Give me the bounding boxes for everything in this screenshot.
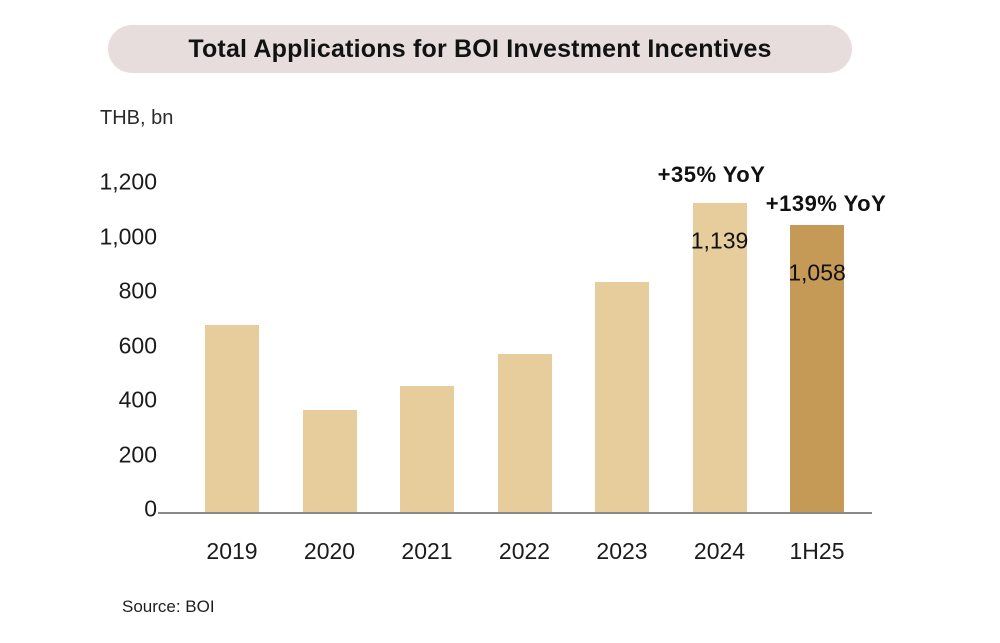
value-label-2024: 1,139 [690, 227, 749, 254]
chart-title: Total Applications for BOI Investment In… [188, 34, 772, 63]
value-label-1H25: 1,058 [788, 259, 846, 286]
x-label-2023: 2023 [596, 538, 648, 564]
x-label-2020: 2020 [303, 538, 356, 564]
y-tick-1,000: 1,000 [99, 223, 157, 250]
annotation-2024: +35% YoY [657, 161, 766, 187]
y-tick-600: 600 [118, 332, 157, 359]
chart-title-banner: Total Applications for BOI Investment In… [108, 25, 852, 73]
bar-2024 [692, 202, 747, 513]
y-tick-400: 400 [118, 386, 157, 413]
x-label-2024: 2024 [693, 538, 746, 564]
annotation-1H25: +139% YoY [765, 191, 887, 216]
source-note: Source: BOI [122, 597, 215, 616]
x-axis-line [158, 512, 872, 514]
x-label-1H25: 1H25 [789, 538, 845, 564]
y-tick-0: 0 [144, 495, 157, 522]
x-label-2022: 2022 [498, 538, 551, 564]
bar-2023 [595, 282, 649, 513]
bar-1H25 [790, 225, 844, 513]
bar-2022 [497, 353, 552, 513]
bar-2019 [205, 325, 259, 513]
bar-2020 [302, 409, 357, 513]
x-label-2019: 2019 [206, 538, 258, 564]
x-label-2021: 2021 [401, 538, 453, 564]
y-tick-200: 200 [118, 441, 157, 468]
y-axis-unit-label: THB, bn [100, 107, 174, 129]
bar-2021 [400, 386, 454, 513]
y-tick-800: 800 [118, 277, 157, 304]
y-tick-1,200: 1,200 [99, 168, 157, 195]
